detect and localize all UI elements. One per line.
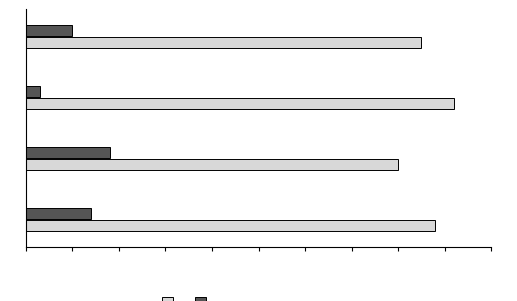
Bar (26, 25, 72, 36)
Bar (26, 86, 40, 97)
Legend: , : , (162, 297, 216, 301)
Bar (26, 159, 398, 170)
Bar (26, 37, 421, 48)
Bar (26, 220, 435, 231)
Bar (26, 147, 110, 158)
Bar (26, 98, 454, 109)
Bar (26, 208, 91, 219)
